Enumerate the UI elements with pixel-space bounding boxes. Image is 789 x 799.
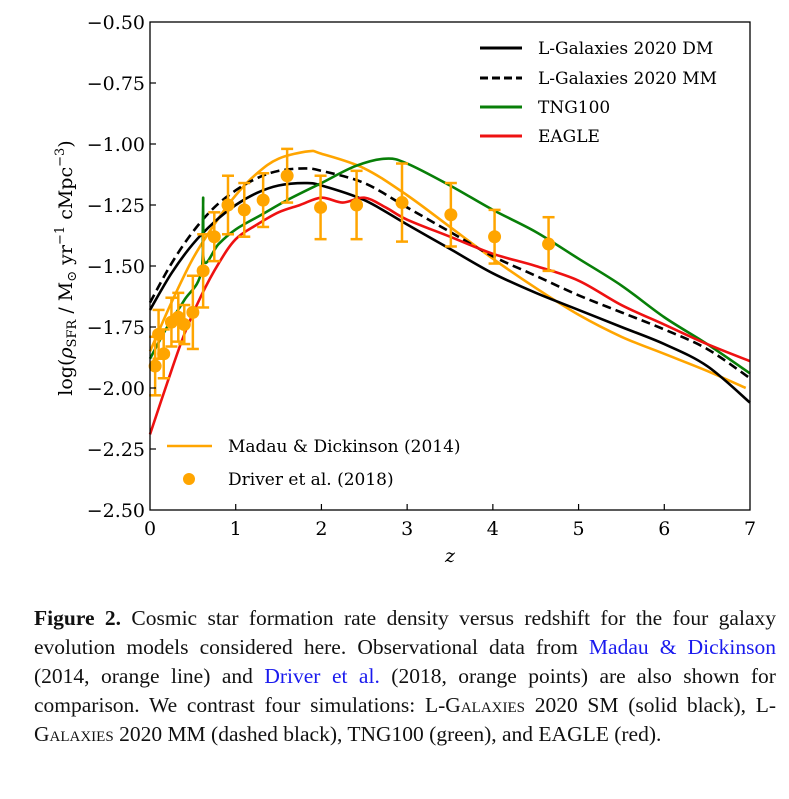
data-marker	[207, 230, 221, 244]
legend-models: L-Galaxies 2020 DM L-Galaxies 2020 MM TN…	[480, 39, 717, 147]
data-marker	[177, 318, 191, 332]
data-point	[164, 296, 178, 348]
x-tick-label: 3	[401, 518, 413, 540]
legend-swatch-driver	[183, 473, 195, 485]
caption-text: 2020 MM (dashed black), TNG100 (green), …	[113, 722, 662, 746]
data-point	[280, 147, 294, 204]
caption-text: (2014, orange line) and	[34, 664, 265, 688]
points-layer	[148, 147, 556, 397]
data-point	[207, 211, 221, 263]
x-tick-label: 4	[487, 518, 499, 540]
data-marker	[256, 193, 270, 207]
citation-link-madau[interactable]: Madau & Dickinson	[588, 635, 776, 659]
figure-number: Figure 2.	[34, 606, 122, 630]
data-marker	[186, 305, 200, 319]
data-marker	[280, 169, 294, 183]
data-point	[542, 215, 556, 273]
data-point	[350, 169, 364, 241]
x-tick-label: 6	[658, 518, 670, 540]
data-marker	[350, 198, 364, 212]
data-point	[444, 181, 458, 248]
legend-observations: Madau & Dickinson (2014) Driver et al. (…	[167, 437, 461, 490]
y-tick-label: −1.50	[87, 256, 145, 278]
series-line-l-galaxies-2020-mm	[148, 167, 751, 380]
sfr-density-chart: 0 1 2 3 4 5 6 7 −0.50 −0.75 −1.00 −1.25 −1.50 −1.75 −2…	[53, 12, 756, 567]
y-axis-label: log(ρSFR / M⊙ yr−1 cMpc−3)	[53, 140, 80, 395]
x-tick-label: 2	[315, 518, 327, 540]
data-point	[196, 233, 210, 309]
series-line-tng100	[148, 157, 751, 375]
data-point	[157, 328, 171, 380]
data-point	[314, 174, 328, 241]
x-tick-label: 7	[744, 518, 756, 540]
data-point	[395, 162, 409, 243]
figure-caption: Figure 2. Cosmic star formation rate den…	[34, 604, 776, 749]
y-tick-label: −1.25	[87, 195, 145, 217]
legend-label-lgal-dm: L-Galaxies 2020 DM	[538, 39, 713, 59]
y-tick-label: −0.50	[87, 12, 145, 34]
caption-smallcaps: Galaxies	[34, 722, 114, 746]
y-tick-label: −2.25	[87, 439, 145, 461]
x-tick-label: 1	[230, 518, 242, 540]
ticks-layer: 0 1 2 3 4 5 6 7 −0.50 −0.75 −1.00 −1.25 −1.50 −1.75 −2…	[87, 12, 756, 540]
data-marker	[444, 208, 458, 222]
data-marker	[157, 347, 171, 361]
data-marker	[148, 359, 162, 373]
citation-link-driver[interactable]: Driver et al.	[264, 664, 380, 688]
data-point	[186, 274, 200, 351]
legend-label-lgal-mm: L-Galaxies 2020 MM	[538, 69, 717, 89]
data-point	[488, 208, 502, 265]
legend-label-madau: Madau & Dickinson (2014)	[228, 437, 461, 457]
caption-text: 2020 SM (solid black), L-	[524, 693, 777, 717]
legend-label-eagle: EAGLE	[538, 127, 600, 147]
y-tick-label: −1.00	[87, 134, 145, 156]
caption-text: (2018, orange points) are also shown for…	[34, 664, 776, 717]
data-marker	[395, 196, 409, 210]
x-tick-label: 5	[573, 518, 585, 540]
y-tick-label: −1.75	[87, 317, 145, 339]
data-marker	[221, 198, 235, 212]
y-tick-label: −0.75	[87, 73, 145, 95]
data-marker	[152, 327, 166, 341]
y-tick-label: −2.00	[87, 378, 145, 400]
data-marker	[542, 237, 556, 251]
x-tick-label: 0	[144, 518, 156, 540]
x-axis-label: z	[444, 545, 456, 567]
data-marker	[488, 230, 502, 244]
caption-text: Cosmic star formation rate density versu…	[34, 606, 776, 659]
y-tick-label: −2.50	[87, 500, 145, 522]
caption-smallcaps: Galaxies	[445, 693, 525, 717]
data-marker	[314, 200, 328, 214]
legend-label-tng100: TNG100	[538, 98, 610, 118]
data-point	[237, 181, 251, 238]
data-point	[256, 172, 270, 229]
data-marker	[196, 264, 210, 278]
data-point	[221, 174, 235, 236]
legend-label-driver: Driver et al. (2018)	[228, 470, 394, 490]
data-marker	[237, 203, 251, 217]
data-point	[177, 303, 191, 346]
data-point	[171, 291, 185, 343]
